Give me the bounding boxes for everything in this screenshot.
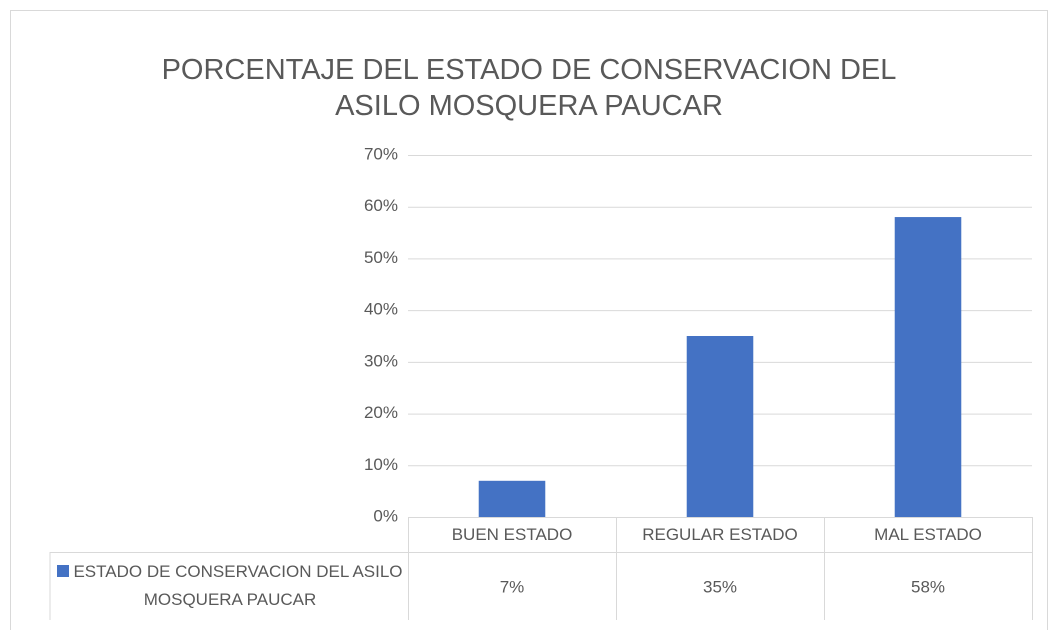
y-tick-label: 30% <box>364 351 398 370</box>
bar <box>686 336 754 517</box>
table-value: 7% <box>500 577 525 596</box>
legend-key <box>57 565 70 577</box>
y-tick-label: 0% <box>373 506 398 525</box>
x-tick-label: REGULAR ESTADO <box>642 525 798 544</box>
table-value: 35% <box>703 577 737 596</box>
legend: ESTADO DE CONSERVACION DEL ASILO MOSQUER… <box>56 558 404 614</box>
y-tick-label: 40% <box>364 300 398 319</box>
x-tick-label: BUEN ESTADO <box>452 525 573 544</box>
chart-border <box>10 10 1048 630</box>
y-tick-label: 60% <box>364 196 398 215</box>
y-tick-label: 70% <box>364 144 398 163</box>
table-value: 58% <box>911 577 945 596</box>
legend-label: ESTADO DE CONSERVACION DEL ASILO MOSQUER… <box>73 562 403 609</box>
bar <box>894 217 962 518</box>
x-tick-label: MAL ESTADO <box>874 525 982 544</box>
y-tick-label: 20% <box>364 403 398 422</box>
y-tick-label: 50% <box>364 248 398 267</box>
bar <box>478 480 546 517</box>
chart-title: PORCENTAJE DEL ESTADO DE CONSERVACION DE… <box>161 54 897 122</box>
y-tick-label: 10% <box>364 455 398 474</box>
